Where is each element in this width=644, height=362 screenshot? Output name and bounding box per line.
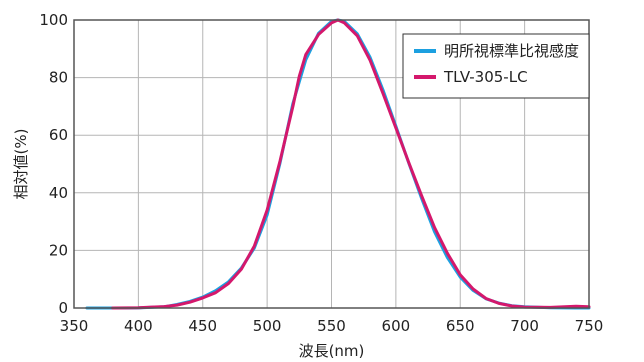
y-tick-label: 40 [49,184,68,202]
y-tick-label: 20 [49,241,68,259]
y-tick-label: 0 [58,299,68,317]
x-axis-label: 波長(nm) [299,342,365,360]
y-tick-label: 80 [49,69,68,87]
y-tick-label: 100 [39,11,68,29]
legend-label-1: TLV-305-LC [443,68,528,86]
tick-labels: 350 400 450 500 550 600 650 700 750 0 20 40 60 80 100 [39,11,603,335]
legend-box [402,33,590,99]
x-tick-label: 650 [446,317,475,335]
y-axis-label: 相対値(%) [12,129,30,200]
x-tick-label: 500 [253,317,282,335]
legend-label-0: 明所視標準比視感度 [444,42,579,60]
y-tick-label: 60 [49,126,68,144]
x-tick-label: 350 [60,317,89,335]
x-tick-label: 750 [575,317,604,335]
x-tick-label: 700 [510,317,539,335]
x-tick-label: 450 [188,317,217,335]
legend: 明所視標準比視感度 TLV-305-LC [402,33,590,99]
x-tick-label: 600 [382,317,411,335]
x-tick-label: 550 [317,317,346,335]
plot-frame [73,19,590,309]
x-tick-label: 400 [124,317,153,335]
